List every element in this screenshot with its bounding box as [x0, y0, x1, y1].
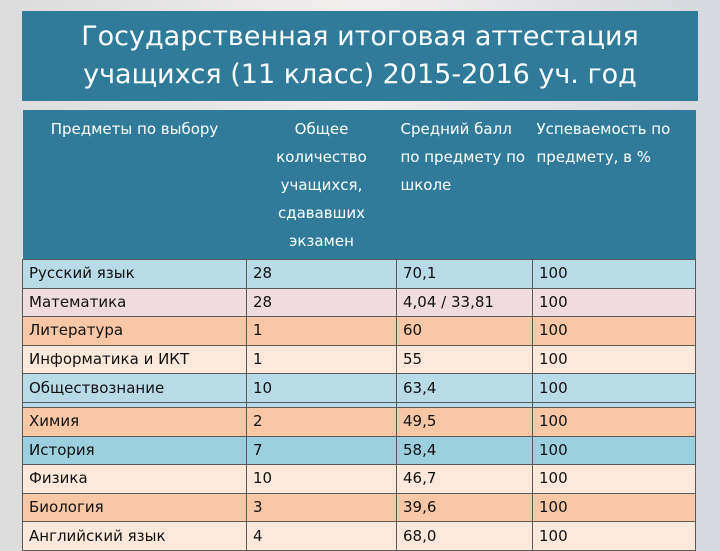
table-body: Русский язык 28 70,1 100 Математика 28 4,04 / …: [22, 259, 696, 551]
success-cell: 100: [532, 521, 696, 551]
average-cell: 4,04 / 33,81: [396, 287, 533, 318]
table-row: История 7 58,4 100: [22, 435, 696, 466]
count-cell: 7: [246, 435, 397, 466]
subject-cell: Биология: [22, 492, 247, 523]
success-cell: 100: [532, 259, 696, 289]
subject-cell: Обществознание: [22, 373, 247, 403]
slide-title: Государственная итоговая аттестация учащ…: [22, 11, 698, 101]
average-cell: 39,6: [396, 492, 533, 523]
count-cell: 1: [246, 316, 397, 346]
subject-cell: Русский язык: [22, 259, 247, 289]
count-cell: 1: [246, 344, 397, 375]
average-cell: 70,1: [396, 259, 533, 289]
count-cell: 2: [246, 406, 397, 437]
subject-cell: Английский язык: [22, 521, 247, 551]
table-row: Английский язык 4 68,0 100: [22, 521, 696, 551]
success-cell: 100: [532, 287, 696, 318]
average-cell: 58,4: [396, 435, 533, 466]
success-cell: 100: [532, 492, 696, 523]
average-cell: 68,0: [396, 521, 533, 551]
subject-cell: Литература: [22, 316, 247, 346]
success-cell: 100: [532, 406, 696, 437]
average-cell: 49,5: [396, 406, 533, 437]
subject-cell: История: [22, 435, 247, 466]
success-cell: 100: [532, 316, 696, 346]
count-cell: 4: [246, 521, 397, 551]
count-cell: 28: [246, 259, 397, 289]
table-row: Физика 10 46,7 100: [22, 464, 696, 494]
subject-cell: Физика: [22, 464, 247, 494]
success-cell: 100: [532, 464, 696, 494]
subject-cell: Математика: [22, 287, 247, 318]
success-cell: 100: [532, 373, 696, 403]
header-subjects: Предметы по выбору: [22, 110, 247, 260]
table-row: Русский язык 28 70,1 100: [22, 259, 696, 289]
table-row: Математика 28 4,04 / 33,81 100: [22, 287, 696, 318]
header-success-rate: Успеваемость по предмету, в %: [532, 110, 696, 260]
table-row: Обществознание 10 63,4 100: [22, 373, 696, 403]
count-cell: 28: [246, 287, 397, 318]
success-cell: 100: [532, 435, 696, 466]
average-cell: 55: [396, 344, 533, 375]
title-line-2: учащихся (11 класс) 2015-2016 уч. год: [83, 56, 637, 94]
group-separator: [22, 401, 696, 408]
table-row: Химия 2 49,5 100: [22, 406, 696, 437]
title-line-2-year: 2015-2016 уч. год: [374, 59, 637, 90]
count-cell: 10: [246, 464, 397, 494]
title-line-2-main: учащихся (11 класс): [83, 59, 375, 90]
success-cell: 100: [532, 344, 696, 375]
average-cell: 63,4: [396, 373, 533, 403]
average-cell: 46,7: [396, 464, 533, 494]
header-student-count: Общее количество учащихся, сдававших экз…: [246, 110, 397, 260]
average-cell: 60: [396, 316, 533, 346]
table-row: Литература 1 60 100: [22, 316, 696, 346]
subject-cell: Химия: [22, 406, 247, 437]
table-row: Биология 3 39,6 100: [22, 492, 696, 523]
separator-cell: [532, 401, 696, 408]
table-header-row: Предметы по выбору Общее количество учащ…: [22, 110, 696, 260]
header-average-score: Средний балл по предмету по школе: [396, 110, 533, 260]
count-cell: 3: [246, 492, 397, 523]
count-cell: 10: [246, 373, 397, 403]
title-line-1: Государственная итоговая аттестация: [81, 21, 639, 52]
subject-cell: Информатика и ИКТ: [22, 344, 247, 375]
exam-results-table: Предметы по выбору Общее количество учащ…: [22, 110, 696, 551]
table-row: Информатика и ИКТ 1 55 100: [22, 344, 696, 375]
